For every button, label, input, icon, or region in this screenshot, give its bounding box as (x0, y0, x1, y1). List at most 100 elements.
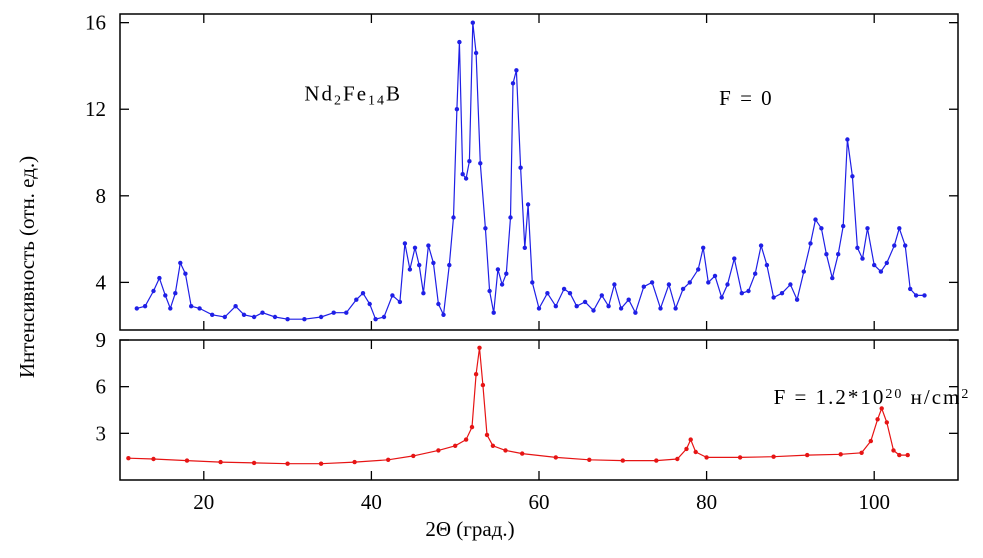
top-data-point (504, 271, 509, 276)
top-data-point (850, 174, 855, 179)
top-data-point (813, 217, 818, 222)
top-data-point (381, 314, 387, 320)
top-y-tick-label: 8 (96, 184, 107, 208)
top-data-point (134, 306, 139, 311)
bottom-panel-frame (119, 339, 959, 481)
top-data-point (808, 241, 813, 246)
top-data-point (163, 293, 168, 298)
annotation-part: 2 (334, 94, 343, 109)
top-data-point (696, 267, 701, 272)
top-annotation: F = 0 (719, 86, 774, 110)
bottom-data-point (218, 459, 223, 465)
bottom-data-point (587, 457, 592, 462)
top-data-point (168, 306, 173, 311)
top-data-point (897, 226, 902, 231)
annotation-part: Fe (343, 82, 368, 106)
bottom-data-point (771, 454, 776, 459)
annotation-part: 2 (961, 386, 970, 401)
bottom-data-point (453, 443, 458, 448)
top-data-point (884, 260, 889, 266)
top-data-point (142, 304, 148, 309)
top-data-point (431, 260, 436, 266)
bottom-y-tick-label: 6 (96, 375, 107, 399)
top-data-point (746, 288, 751, 294)
top-data-point (841, 223, 846, 229)
bottom-data-point (484, 432, 490, 438)
top-data-point (618, 306, 624, 311)
bottom-data-point (184, 458, 190, 463)
top-data-point (687, 280, 692, 285)
bottom-data-point (411, 453, 416, 459)
top-data-point (903, 243, 908, 248)
top-data-point (922, 293, 927, 298)
top-data-point (454, 107, 460, 112)
top-data-point (285, 317, 290, 322)
top-data-point (522, 245, 527, 250)
bottom-data-point (386, 457, 391, 462)
bottom-data-point (480, 382, 486, 388)
top-data-point (872, 262, 877, 268)
top-data-point (460, 172, 465, 177)
top-data-point (441, 312, 446, 317)
top-series-line (136, 22, 925, 320)
top-data-point (173, 291, 178, 296)
bottom-data-point (553, 455, 558, 460)
annotation-part: Nd (304, 82, 334, 106)
top-data-point (210, 312, 215, 317)
bottom-data-point (897, 452, 902, 458)
top-data-point (606, 304, 611, 309)
x-axis-title: 2Θ (град.) (425, 517, 514, 541)
bottom-data-point (875, 417, 880, 422)
top-data-point (719, 295, 724, 300)
top-data-point (788, 282, 793, 287)
top-data-point (467, 159, 472, 164)
top-y-tick-label: 12 (85, 97, 106, 121)
x-tick-label: 80 (696, 490, 717, 514)
top-data-point (732, 256, 737, 261)
top-data-point (407, 267, 413, 272)
top-data-point (470, 20, 475, 25)
top-data-point (865, 226, 870, 231)
top-data-point (545, 291, 550, 296)
bottom-data-point (503, 448, 508, 453)
bottom-data-point (737, 455, 743, 460)
top-data-point (758, 243, 764, 248)
x-axis: 20 40 60 80 100 (193, 490, 890, 514)
bottom-annotation: F = 1.2*1020 н/cm2 (774, 385, 971, 409)
bottom-data-point (251, 460, 257, 466)
top-data-point (819, 226, 824, 231)
top-data-point (892, 243, 897, 248)
bottom-data-point (879, 406, 884, 411)
top-data-point (251, 314, 257, 320)
top-data-point (222, 314, 227, 320)
top-data-point (725, 282, 730, 287)
bottom-series-group (126, 345, 910, 466)
bottom-data-point (838, 452, 843, 457)
bottom-data-point (126, 456, 131, 461)
bottom-data-point (684, 446, 689, 452)
top-data-point (518, 165, 523, 170)
top-data-point (417, 262, 422, 268)
top-data-point (658, 306, 663, 311)
top-data-point (626, 297, 631, 302)
top-data-point (591, 308, 596, 313)
top-panel-frame (119, 13, 959, 331)
bottom-data-point (868, 438, 873, 444)
top-data-point (514, 68, 519, 73)
top-data-point (836, 252, 841, 257)
top-data-point (633, 310, 638, 315)
top-data-point (487, 288, 492, 294)
bottom-data-point (688, 437, 693, 442)
top-data-point (331, 310, 336, 315)
top-data-point (354, 297, 359, 302)
top-data-point (318, 314, 324, 320)
bottom-annotations: F = 1.2*1020 н/cm2 (774, 385, 971, 409)
bottom-y-tick-label: 3 (96, 421, 107, 445)
top-data-point (666, 282, 672, 287)
top-data-point (764, 262, 770, 268)
top-data-point (706, 280, 711, 285)
bottom-data-point (436, 448, 441, 453)
top-data-point (157, 275, 162, 281)
top-data-point (582, 299, 588, 305)
